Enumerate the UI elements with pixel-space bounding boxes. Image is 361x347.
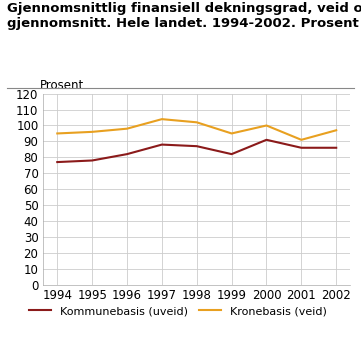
Kommunebasis (uveid) xyxy=(195,144,199,148)
Kronebasis (veid) xyxy=(230,132,234,136)
Kronebasis (veid) xyxy=(125,127,129,131)
Text: Gjennomsnittlig finansiell dekningsgrad, veid og uveid
gjennomsnitt. Hele landet: Gjennomsnittlig finansiell dekningsgrad,… xyxy=(7,2,361,30)
Line: Kronebasis (veid): Kronebasis (veid) xyxy=(57,119,336,140)
Kommunebasis (uveid) xyxy=(299,146,304,150)
Kronebasis (veid) xyxy=(299,138,304,142)
Kommunebasis (uveid) xyxy=(55,160,60,164)
Legend: Kommunebasis (uveid), Kronebasis (veid): Kommunebasis (uveid), Kronebasis (veid) xyxy=(24,302,331,321)
Kommunebasis (uveid) xyxy=(90,158,94,162)
Kommunebasis (uveid) xyxy=(264,138,269,142)
Kommunebasis (uveid) xyxy=(160,143,164,147)
Kommunebasis (uveid) xyxy=(334,146,338,150)
Kronebasis (veid) xyxy=(160,117,164,121)
Kronebasis (veid) xyxy=(195,120,199,125)
Text: Prosent: Prosent xyxy=(40,79,84,92)
Kronebasis (veid) xyxy=(264,124,269,128)
Line: Kommunebasis (uveid): Kommunebasis (uveid) xyxy=(57,140,336,162)
Kommunebasis (uveid) xyxy=(125,152,129,156)
Kronebasis (veid) xyxy=(55,132,60,136)
Kronebasis (veid) xyxy=(90,130,94,134)
Kommunebasis (uveid) xyxy=(230,152,234,156)
Kronebasis (veid) xyxy=(334,128,338,132)
